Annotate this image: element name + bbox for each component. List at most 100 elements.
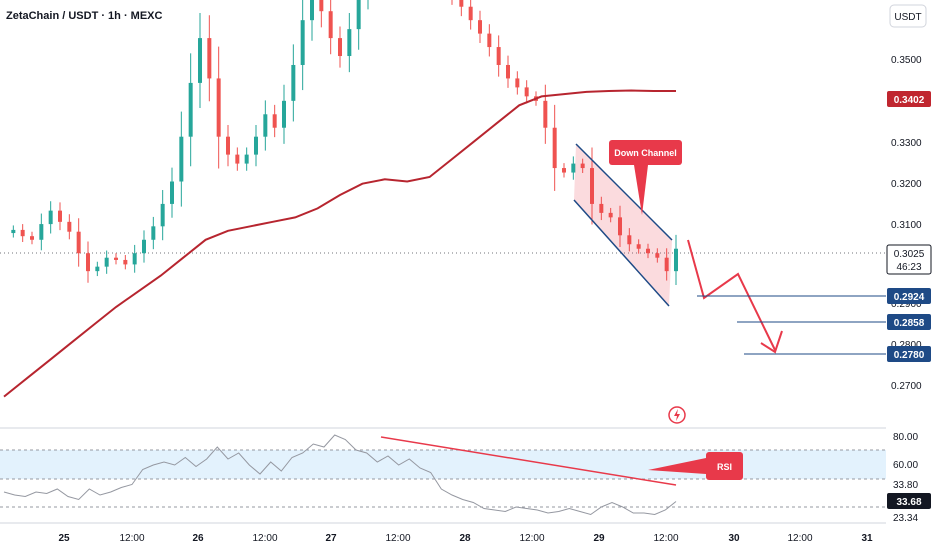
price-tick: 0.3500 (891, 55, 922, 66)
candle-body[interactable] (478, 20, 482, 34)
candle-body[interactable] (310, 0, 314, 21)
candle-body[interactable] (48, 210, 53, 225)
candle-body[interactable] (86, 253, 90, 272)
candle-body[interactable] (636, 244, 641, 249)
countdown-label: 46:23 (896, 262, 921, 273)
candle-body[interactable] (160, 203, 165, 227)
candle-body[interactable] (179, 136, 184, 182)
time-label: 31 (861, 533, 873, 544)
candle-body[interactable] (11, 229, 16, 234)
candle-body[interactable] (123, 259, 128, 265)
price-tick: 0.3300 (891, 138, 922, 149)
candle-body[interactable] (58, 210, 62, 222)
candle-body[interactable] (590, 168, 594, 204)
current-price-label: 0.3025 (894, 249, 925, 260)
candle-body[interactable] (524, 87, 529, 97)
rsi-value-tag (887, 493, 931, 509)
candle-body[interactable] (95, 266, 100, 272)
candle-body[interactable] (132, 253, 137, 265)
channel-callout-pointer (634, 165, 648, 215)
candle-body[interactable] (114, 257, 118, 260)
candle-body[interactable] (291, 64, 296, 101)
rsi-value-label: 33.68 (896, 497, 921, 508)
candle-body[interactable] (282, 100, 286, 128)
candle-body[interactable] (664, 257, 669, 272)
candle-body[interactable] (599, 203, 604, 213)
candle-body[interactable] (552, 127, 557, 169)
target-tag-2-label: 0.2858 (894, 318, 925, 329)
time-label: 12:00 (519, 533, 544, 544)
candle-body[interactable] (571, 163, 576, 173)
candle-body[interactable] (20, 229, 25, 237)
candle-body[interactable] (244, 154, 249, 164)
target-tag-2 (887, 314, 931, 330)
candle-body[interactable] (142, 239, 146, 254)
currency-button[interactable] (889, 4, 927, 28)
ema-price-tag (887, 91, 931, 107)
candle-body[interactable] (254, 136, 258, 155)
candles-layer (11, 0, 678, 286)
candle-body[interactable] (459, 0, 464, 7)
channel-callout-box[interactable] (609, 140, 682, 165)
ema-line (3, 89, 676, 398)
candle-body[interactable] (338, 38, 342, 57)
candle-body[interactable] (216, 78, 221, 137)
price-tick: 0.3200 (891, 179, 922, 190)
rsi-line (3, 434, 677, 516)
candle-body[interactable] (674, 248, 678, 272)
candle-body[interactable] (468, 6, 473, 21)
candle-body[interactable] (263, 114, 268, 137)
target-tag-3 (887, 346, 931, 362)
price-tick: 0.2900 (891, 299, 922, 310)
candle-body[interactable] (151, 226, 156, 240)
rsi-tick: 33.80 (893, 480, 918, 491)
candle-body[interactable] (76, 231, 81, 254)
candle-body[interactable] (347, 29, 352, 57)
candle-body[interactable] (496, 47, 501, 65)
candle-body[interactable] (272, 114, 277, 128)
candle-body[interactable] (235, 154, 240, 164)
target-tag-1 (887, 288, 931, 304)
time-label: 12:00 (119, 533, 144, 544)
candle-body[interactable] (104, 257, 109, 267)
candle-body[interactable] (226, 136, 230, 155)
price-tick: 0.2800 (891, 340, 922, 351)
price-pane[interactable] (0, 0, 886, 428)
candle-body[interactable] (543, 100, 548, 128)
candle-body[interactable] (170, 181, 174, 204)
time-label: 30 (728, 533, 740, 544)
candle-body[interactable] (207, 38, 212, 79)
target-tag-1-label: 0.2924 (894, 292, 925, 303)
candle-body[interactable] (67, 221, 72, 232)
rsi-tick: 23.34 (893, 513, 918, 524)
candle-body[interactable] (618, 217, 622, 236)
candle-body[interactable] (627, 235, 632, 245)
candle-body[interactable] (300, 20, 305, 65)
candle-body[interactable] (39, 224, 44, 240)
currency-button-label: USDT (894, 12, 921, 23)
candle-body[interactable] (319, 0, 324, 12)
candle-body[interactable] (646, 248, 650, 254)
channel-top-line[interactable] (575, 143, 673, 241)
candle-body[interactable] (328, 11, 333, 39)
candle-body[interactable] (356, 0, 361, 30)
time-label: 26 (192, 533, 204, 544)
candle-body[interactable] (506, 64, 510, 79)
candle-body[interactable] (487, 33, 492, 48)
candle-body[interactable] (198, 38, 202, 83)
candle-body[interactable] (188, 82, 193, 137)
time-label: 28 (459, 533, 471, 544)
candle-body[interactable] (608, 212, 613, 218)
rsi-divergence-line[interactable] (380, 436, 677, 486)
channel-bottom-line[interactable] (573, 199, 670, 307)
candle-body[interactable] (30, 236, 34, 240)
candle-body[interactable] (515, 78, 520, 88)
time-label: 25 (58, 533, 70, 544)
projection-arrow[interactable] (687, 239, 776, 351)
rsi-callout-box[interactable] (706, 452, 743, 480)
candle-body[interactable] (655, 253, 660, 258)
candle-body[interactable] (562, 168, 566, 173)
candle-body[interactable] (580, 163, 585, 169)
ema-price-tag-label: 0.3402 (894, 95, 925, 106)
